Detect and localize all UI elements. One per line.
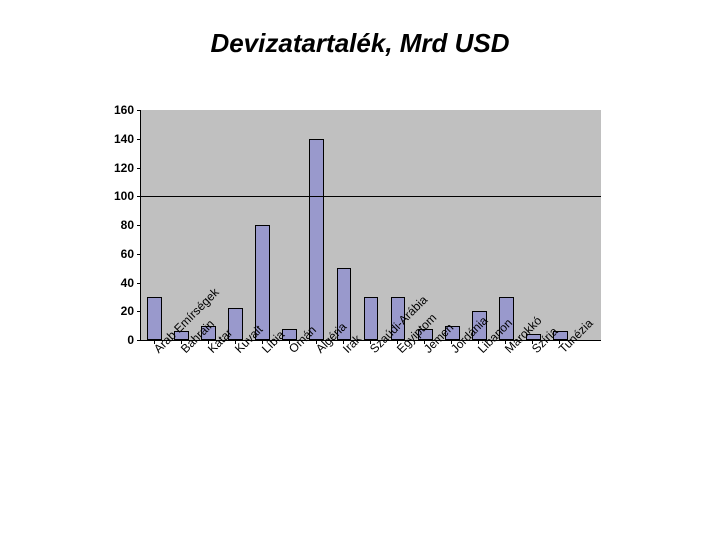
xtick-label: Libanon (475, 346, 485, 356)
ytick-mark (137, 168, 141, 169)
ytick-label: 120 (114, 161, 134, 175)
xtick-label: Irak (340, 346, 350, 356)
x-axis-labels: Arab Emírségek Bahrain Katar Kuvait Líbia Omá… (140, 340, 600, 500)
xtick-label: Jordánia (448, 346, 458, 356)
chart-title: Devizatartalék, Mrd USD (0, 28, 720, 59)
xtick-label: Marokkó (502, 346, 512, 356)
xtick-label: Jemen (421, 346, 431, 356)
bar (364, 297, 379, 340)
xtick-label: Líbia (259, 346, 269, 356)
ytick-label: 140 (114, 132, 134, 146)
xtick-label: Algéria (313, 346, 323, 356)
midline (141, 196, 601, 197)
xtick-label: Egyiptom (394, 346, 404, 356)
ytick-mark (137, 311, 141, 312)
ytick-mark (137, 254, 141, 255)
ytick-mark (137, 110, 141, 111)
ytick-label: 40 (121, 276, 134, 290)
xtick-label: Arab Emírségek (151, 346, 161, 356)
y-axis-labels: 020406080100120140160 (0, 110, 140, 340)
xtick-label: Tunézia (556, 346, 566, 356)
xtick-label: Bahrain (178, 346, 188, 356)
xtick-label: Katar (205, 346, 215, 356)
ytick-label: 60 (121, 247, 134, 261)
xtick-label: Kuvait (232, 346, 242, 356)
ytick-mark (137, 139, 141, 140)
ytick-label: 20 (121, 304, 134, 318)
ytick-label: 0 (127, 333, 134, 347)
ytick-mark (137, 225, 141, 226)
ytick-label: 80 (121, 218, 134, 232)
bar (147, 297, 162, 340)
bar (309, 139, 324, 340)
xtick-label: Omán (286, 346, 296, 356)
ytick-label: 100 (114, 189, 134, 203)
ytick-label: 160 (114, 103, 134, 117)
bar (255, 225, 270, 340)
xtick-label: Szaúdi-Arábia (367, 346, 377, 356)
xtick-label: Szíria (529, 346, 539, 356)
ytick-mark (137, 283, 141, 284)
